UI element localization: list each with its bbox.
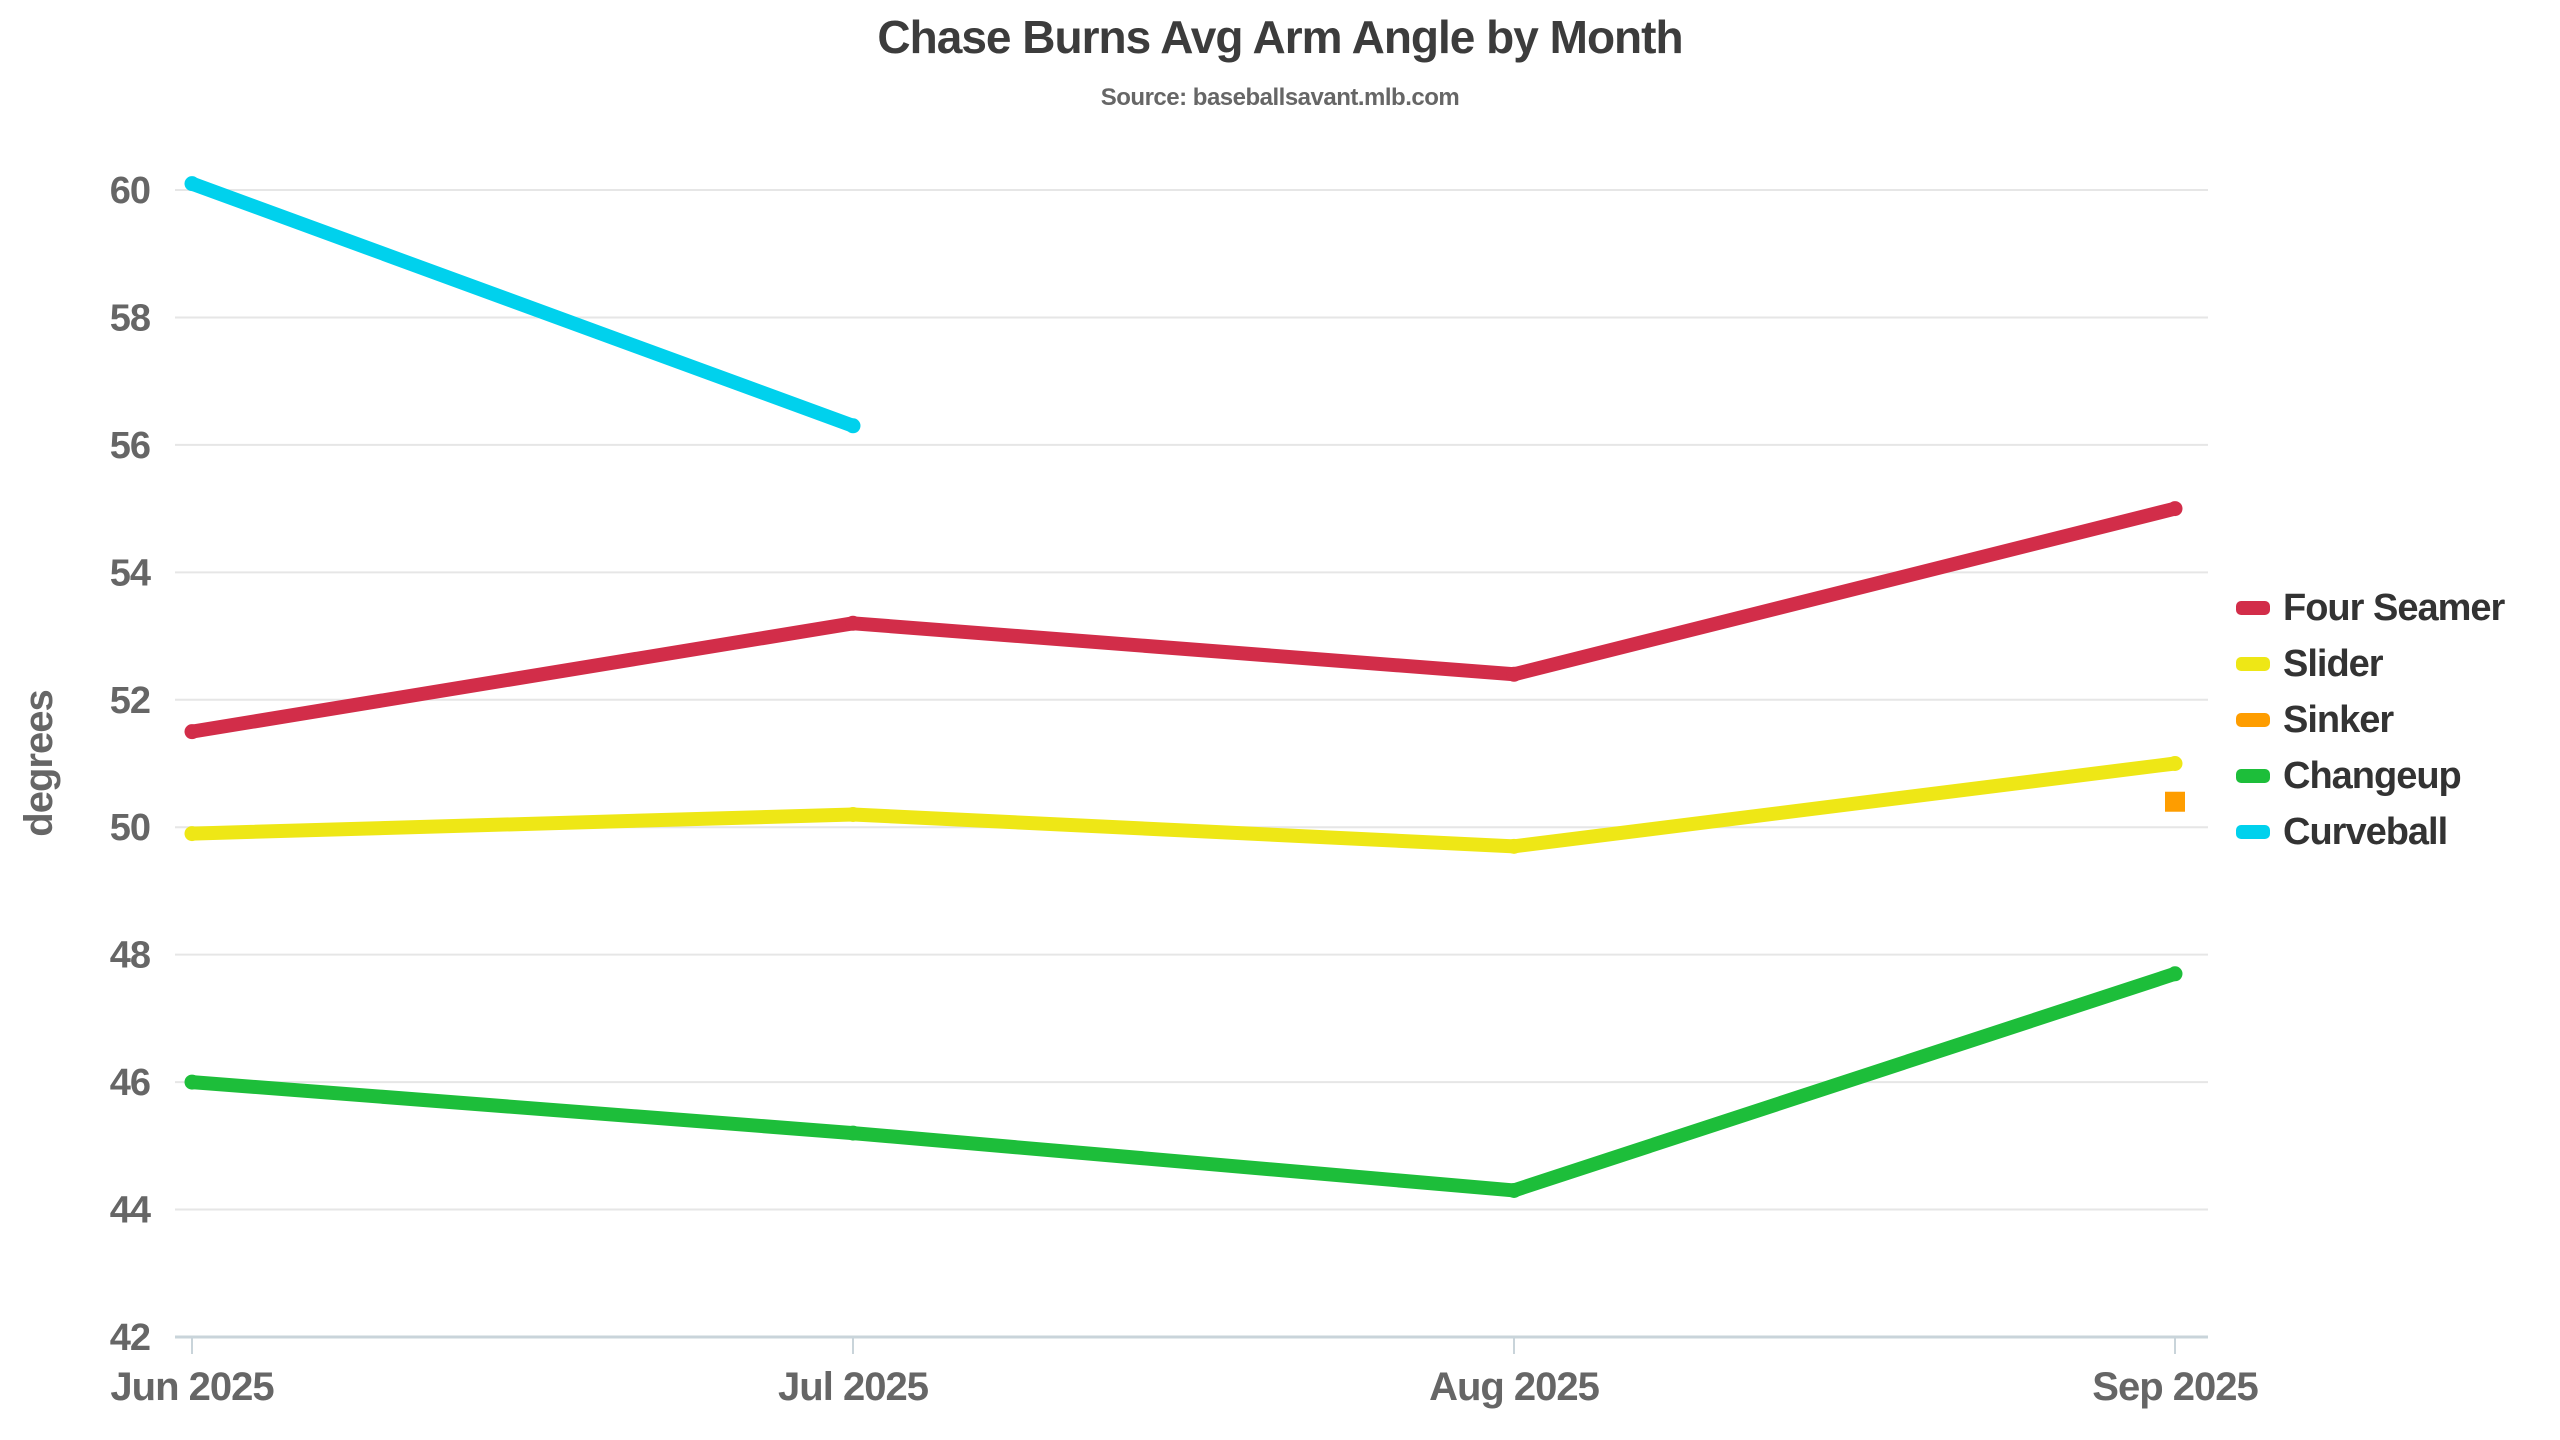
data-point bbox=[184, 724, 200, 740]
data-point bbox=[845, 418, 861, 434]
legend-label: Slider bbox=[2283, 642, 2384, 685]
series-line-changeup bbox=[185, 966, 2182, 1198]
y-axis-title: degrees bbox=[17, 690, 61, 836]
x-tick-label: Sep 2025 bbox=[2092, 1365, 2258, 1409]
y-tick-label: 58 bbox=[110, 297, 150, 339]
data-point bbox=[1506, 838, 1522, 854]
legend-swatch bbox=[2236, 825, 2270, 839]
y-tick-label: 60 bbox=[110, 170, 150, 212]
legend-item-changeup[interactable]: Changeup bbox=[2236, 748, 2504, 804]
y-tick-label: 46 bbox=[110, 1062, 150, 1104]
y-tick-label: 52 bbox=[110, 680, 150, 722]
data-point bbox=[184, 1074, 200, 1090]
data-point-square bbox=[2165, 791, 2185, 812]
chart-title: Chase Burns Avg Arm Angle by Month bbox=[877, 11, 1683, 63]
data-point bbox=[184, 176, 200, 192]
legend-label: Curveball bbox=[2283, 810, 2448, 853]
data-point bbox=[2167, 501, 2183, 517]
legend-swatch bbox=[2236, 657, 2270, 671]
legend-item-slider[interactable]: Slider bbox=[2236, 636, 2504, 692]
y-tick-label: 56 bbox=[110, 425, 150, 467]
data-point bbox=[2167, 756, 2183, 771]
x-tick-label: Jun 2025 bbox=[110, 1365, 274, 1409]
legend-item-sinker[interactable]: Sinker bbox=[2236, 692, 2504, 748]
legend-swatch bbox=[2236, 713, 2270, 727]
x-tick-label: Aug 2025 bbox=[1429, 1365, 1600, 1409]
legend-label: Sinker bbox=[2283, 698, 2394, 741]
data-point bbox=[845, 806, 861, 822]
chart-subtitle: Source: baseballsavant.mlb.com bbox=[1100, 84, 1460, 111]
y-tick-label: 50 bbox=[110, 807, 150, 849]
y-tick-label: 42 bbox=[110, 1317, 150, 1359]
series-line-slider bbox=[185, 756, 2182, 854]
x-tick-label: Jul 2025 bbox=[778, 1365, 929, 1409]
data-point bbox=[2167, 966, 2183, 982]
y-tick-label: 48 bbox=[110, 935, 150, 977]
legend-item-four-seamer[interactable]: Four Seamer bbox=[2236, 580, 2505, 636]
data-point bbox=[845, 615, 861, 631]
data-point bbox=[1506, 666, 1522, 682]
y-tick-label: 54 bbox=[110, 552, 151, 594]
legend-label: Changeup bbox=[2283, 754, 2462, 797]
legend-swatch bbox=[2236, 769, 2270, 783]
series-line-curveball bbox=[185, 176, 860, 433]
data-point bbox=[184, 826, 200, 842]
data-point bbox=[845, 1125, 861, 1141]
data-point bbox=[1506, 1182, 1522, 1198]
y-tick-label: 44 bbox=[110, 1190, 151, 1232]
legend-item-curveball[interactable]: Curveball bbox=[2236, 804, 2504, 860]
legend: Four Seamer Slider Sinker Changeup Curveball bbox=[2236, 580, 2505, 860]
series-line-four-seamer bbox=[185, 501, 2182, 739]
legend-swatch bbox=[2236, 601, 2270, 615]
legend-label: Four Seamer bbox=[2283, 586, 2505, 629]
